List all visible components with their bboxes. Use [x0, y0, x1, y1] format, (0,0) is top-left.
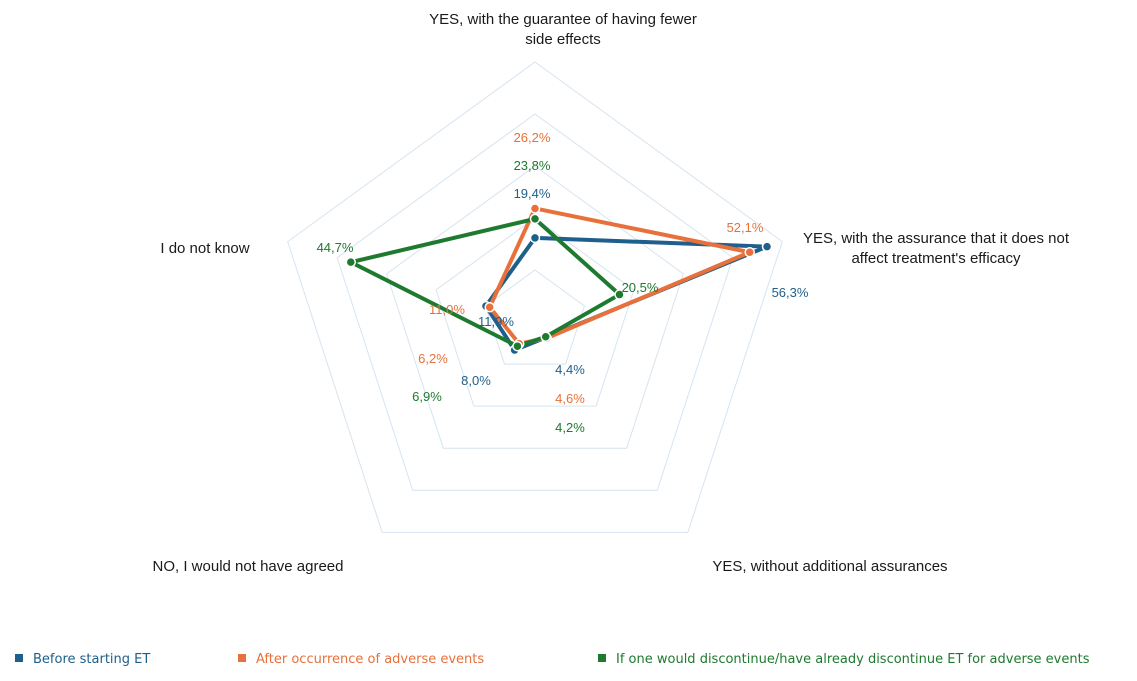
data-label-after: 26,2% — [514, 130, 551, 145]
data-label-discontinue: 23,8% — [514, 158, 551, 173]
axis-label: NO, I would not have agreed — [153, 558, 344, 575]
data-point-before — [761, 241, 773, 252]
grid-ring — [386, 165, 684, 449]
axis-label: YES, with the assurance that it does not… — [803, 230, 1070, 267]
legend-label-discontinue: If one would discontinue/have already di… — [616, 652, 1090, 667]
series-line-after — [487, 206, 752, 346]
data-point-before — [529, 232, 541, 244]
data-point-after — [484, 302, 495, 313]
data-point-discontinue — [512, 340, 523, 352]
legend-item-after: After occurrence of adverse events — [238, 652, 484, 668]
data-label-before: 56,3% — [772, 285, 809, 300]
data-label-after: 6,2% — [418, 351, 448, 366]
radar-chart: YES, with the guarantee of having fewer s… — [153, 11, 1070, 575]
data-point-after — [529, 203, 541, 214]
series-line-discontinue — [348, 216, 622, 349]
data-point-discontinue — [529, 213, 541, 225]
data-label-before: 19,4% — [514, 186, 551, 201]
legend-label-after: After occurrence of adverse events — [256, 652, 485, 667]
legend-label-before: Before starting ET — [33, 652, 151, 667]
legend-swatch-before — [15, 654, 23, 662]
data-label-after: 4,6% — [555, 391, 585, 406]
data-label-discontinue: 44,7% — [317, 240, 354, 255]
data-point-discontinue — [540, 331, 551, 342]
data-label-before: 8,0% — [461, 373, 491, 388]
grid-ring — [287, 61, 783, 533]
grid-ring — [336, 113, 734, 491]
data-point-after — [744, 246, 755, 258]
grid-ring — [435, 217, 635, 407]
data-label-after: 52,1% — [727, 220, 764, 235]
axis-label: I do not know — [160, 240, 249, 257]
data-point-discontinue — [614, 289, 625, 300]
legend: Before starting ET After occurrence of a… — [0, 652, 1137, 676]
axis-label: YES, without additional assurances — [712, 558, 947, 575]
data-label-before: 11,9% — [478, 314, 514, 329]
legend-item-before: Before starting ET — [15, 652, 150, 668]
data-point-discontinue — [345, 256, 357, 268]
axis-label: YES, with the guarantee of having fewer s… — [429, 11, 697, 48]
legend-swatch-after — [238, 654, 246, 662]
data-label-before: 4,4% — [555, 362, 585, 377]
legend-swatch-discontinue — [598, 654, 606, 662]
data-label-discontinue: 4,2% — [555, 420, 585, 435]
data-label-discontinue: 6,9% — [412, 389, 442, 404]
legend-item-discontinue: If one would discontinue/have already di… — [598, 652, 1089, 668]
data-label-after: 11,0% — [429, 302, 465, 317]
data-label-discontinue: 20,5% — [622, 280, 659, 295]
